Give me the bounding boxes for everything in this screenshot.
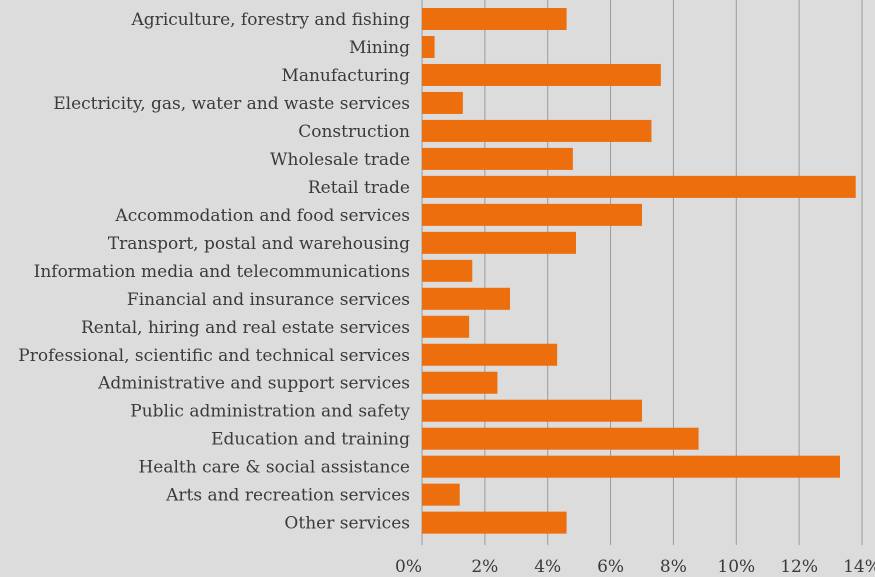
category-label: Accommodation and food services <box>114 206 410 226</box>
category-label: Wholesale trade <box>270 150 410 170</box>
bar <box>422 203 642 226</box>
x-tick-label: 8% <box>660 557 687 577</box>
bar <box>422 399 642 422</box>
x-tick-label: 4% <box>534 557 561 577</box>
bar <box>422 231 576 254</box>
category-label: Information media and telecommunications <box>34 262 410 282</box>
category-label: Professional, scientific and technical s… <box>18 346 410 366</box>
bar <box>422 343 558 366</box>
category-label: Rental, hiring and real estate services <box>81 318 410 338</box>
x-tick-label: 12% <box>780 557 818 577</box>
category-label: Administrative and support services <box>97 374 410 394</box>
bar <box>422 35 435 58</box>
bar <box>422 259 473 282</box>
category-label: Retail trade <box>308 178 410 198</box>
bar <box>422 63 661 86</box>
bar <box>422 175 856 198</box>
category-label: Construction <box>298 122 410 142</box>
x-tick-label: 14% <box>843 557 875 577</box>
category-label: Education and training <box>211 430 410 450</box>
x-tick-label: 10% <box>717 557 755 577</box>
bar <box>422 371 498 394</box>
bar <box>422 91 463 114</box>
category-label: Transport, postal and warehousing <box>108 234 410 254</box>
bar <box>422 427 699 450</box>
bar <box>422 483 460 506</box>
bar <box>422 119 652 142</box>
category-label: Electricity, gas, water and waste servic… <box>53 94 410 114</box>
bar <box>422 315 470 338</box>
x-tick-label: 6% <box>597 557 624 577</box>
category-label: Public administration and safety <box>130 402 410 422</box>
bar <box>422 8 567 30</box>
category-label: Agriculture, forestry and fishing <box>131 10 411 30</box>
category-label: Other services <box>284 514 410 534</box>
x-tick-label: 0% <box>395 557 422 577</box>
x-tick-label: 2% <box>471 557 498 577</box>
bar <box>422 147 573 170</box>
bar <box>422 511 567 534</box>
category-label: Health care & social assistance <box>138 458 410 478</box>
category-label: Mining <box>349 38 410 58</box>
bar <box>422 287 510 310</box>
category-label: Manufacturing <box>281 66 410 86</box>
category-label: Financial and insurance services <box>127 290 410 310</box>
category-label: Arts and recreation services <box>165 486 410 506</box>
bar <box>422 455 840 478</box>
